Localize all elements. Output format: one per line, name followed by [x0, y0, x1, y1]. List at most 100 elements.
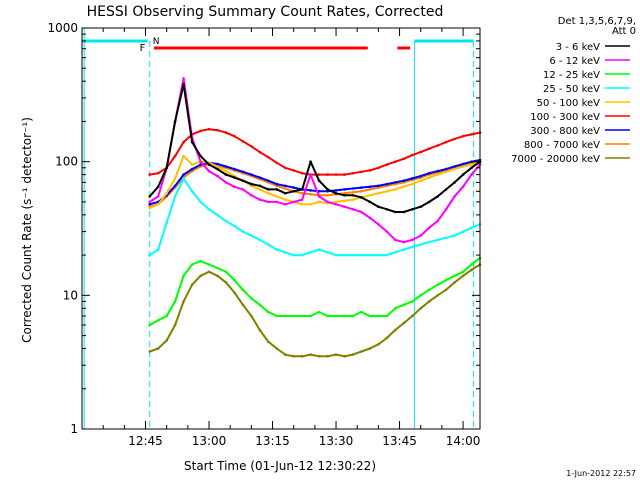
data-point [241, 288, 245, 292]
data-point [360, 186, 363, 189]
data-point [258, 303, 262, 307]
legend: 3 - 6 keV 6 - 12 keV 12 - 25 keV 25 - 50 ke… [511, 42, 630, 165]
data-point [402, 240, 406, 244]
data-point [360, 210, 363, 214]
data-point [258, 328, 262, 332]
data-point [283, 166, 287, 170]
data-point [427, 288, 431, 292]
data-point [173, 120, 177, 123]
data-point [444, 167, 448, 171]
data-point [461, 274, 465, 278]
data-point [267, 340, 270, 344]
data-point [385, 182, 389, 186]
data-point [182, 274, 185, 278]
data-point [411, 208, 414, 211]
data-point [267, 155, 270, 159]
data-point [233, 176, 236, 179]
data-point [148, 253, 151, 257]
data-point [292, 169, 296, 172]
data-point [360, 196, 363, 199]
data-point [343, 199, 346, 203]
x-axis-label: Start Time (01-Jun-12 12:30:22) [184, 459, 376, 473]
data-point [470, 133, 473, 136]
data-point [267, 179, 270, 182]
data-point [216, 274, 219, 278]
data-point [283, 353, 287, 356]
legend-label: 3 - 6 keV [556, 42, 600, 53]
data-point [267, 200, 270, 204]
data-point [182, 177, 185, 180]
data-point [394, 188, 397, 191]
data-point [317, 248, 321, 251]
data-point [190, 167, 194, 171]
data-point [419, 179, 423, 182]
data-point [207, 127, 211, 131]
legend-label: 100 - 300 keV [530, 112, 600, 123]
data-point [258, 176, 262, 179]
data-point [334, 200, 338, 204]
x-tick-label: 14:00 [446, 434, 481, 448]
data-point [207, 270, 211, 274]
data-point [419, 205, 423, 208]
data-point [360, 170, 363, 174]
data-point [343, 205, 346, 208]
data-point [326, 200, 329, 204]
data-point [402, 179, 406, 182]
data-point [224, 270, 228, 274]
data-point [258, 238, 262, 242]
flare-flag-label: F [140, 43, 146, 54]
series-line [149, 263, 481, 358]
data-point [419, 243, 423, 246]
data-point [368, 185, 372, 188]
data-point [309, 353, 312, 356]
data-point [360, 190, 363, 193]
data-point [368, 188, 372, 191]
data-point [224, 169, 228, 173]
data-point [283, 203, 287, 206]
data-point [216, 162, 219, 166]
x-tick-label: 12:45 [128, 434, 163, 448]
data-point [258, 150, 262, 154]
data-point [148, 206, 151, 210]
legend-label: 50 - 100 keV [537, 98, 601, 109]
data-point [334, 314, 338, 318]
data-point [250, 314, 253, 318]
data-point [351, 191, 355, 194]
data-point [156, 319, 160, 322]
data-point [360, 350, 363, 353]
data-point [250, 194, 253, 197]
data-point [300, 253, 304, 257]
data-point [309, 160, 312, 163]
data-point [394, 328, 397, 332]
data-point [300, 171, 304, 175]
data-point [165, 166, 168, 170]
data-point [165, 192, 168, 195]
data-point [250, 234, 253, 237]
data-point [351, 194, 355, 197]
data-point [199, 160, 202, 163]
data-point [317, 310, 321, 314]
data-point [275, 200, 279, 204]
data-point [182, 173, 185, 176]
data-point [241, 140, 245, 143]
axes: 1 10 100 1000 12:45 13:00 13:15 13:30 13:45 14:00 [47, 21, 481, 448]
data-point [436, 173, 440, 176]
data-point [436, 219, 440, 223]
data-point [402, 185, 406, 188]
data-point [377, 343, 380, 346]
data-point [394, 160, 397, 163]
legend-label: 6 - 12 keV [549, 56, 600, 67]
data-point [444, 288, 448, 292]
data-point [402, 321, 406, 325]
data-point [275, 195, 279, 198]
data-point [275, 248, 279, 251]
data-point [334, 192, 338, 195]
data-point [427, 300, 431, 303]
data-point [300, 203, 304, 206]
data-point [453, 274, 456, 278]
data-point [190, 190, 194, 193]
data-point [436, 283, 440, 287]
data-point [470, 166, 473, 170]
data-point [275, 188, 279, 191]
data-point [326, 194, 329, 197]
